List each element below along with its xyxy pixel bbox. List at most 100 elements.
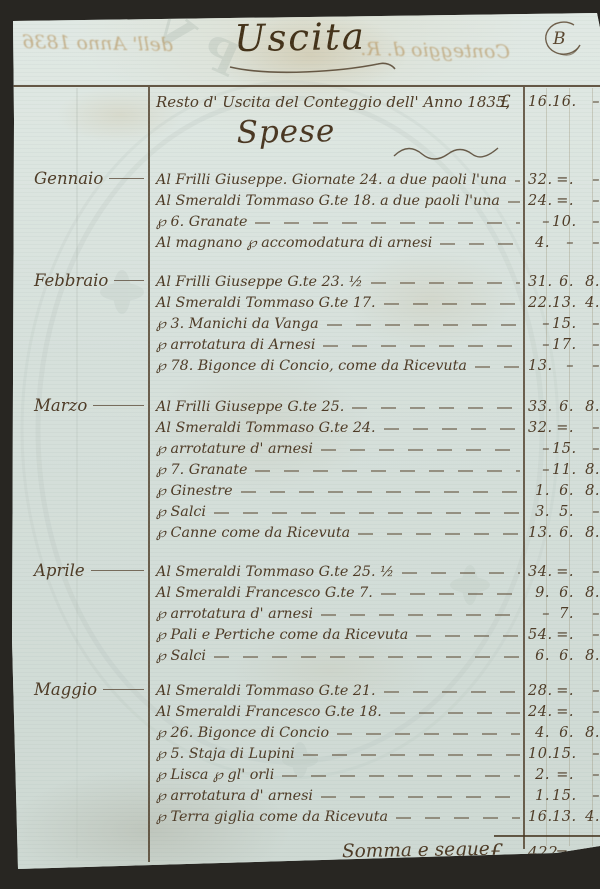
ledger-entry: ℘ 78. Bigonce di Concio, come da Ricevut… xyxy=(156,356,600,377)
amount-denari: – xyxy=(592,358,600,374)
entry-description: Al Smeraldi Tommaso G.te 24. xyxy=(156,420,376,436)
amount-denari: – xyxy=(592,564,600,580)
amount-denari: 8. xyxy=(585,725,600,741)
amount-soldi: 6. xyxy=(559,483,574,499)
entry-description: Al magnano ℘ accomodatura di arnesi xyxy=(156,235,433,251)
amount-lire: 24. xyxy=(528,704,553,720)
amount-denari: – xyxy=(592,843,600,861)
ledger-entry: ℘ 26. Bigonce di Concio 4. 6. 8. xyxy=(156,723,600,744)
amount-soldi: 7. xyxy=(559,606,574,622)
leader-line xyxy=(326,323,520,326)
amount-soldi: =. xyxy=(556,683,574,699)
amount-denari: – xyxy=(592,193,600,209)
amount-lire: 9. xyxy=(535,585,550,601)
month-block: Aprile Al Smeraldi Tommaso G.te 25. ½ 34… xyxy=(34,561,600,667)
amount-denari: – xyxy=(592,316,600,332)
month-entries: Al Frilli Giuseppe. Giornate 24. a due p… xyxy=(156,170,600,254)
page-title: Uscita xyxy=(233,14,367,61)
amount-lire: 1. xyxy=(535,788,550,804)
entry-description: ℘ arrotatura d' arnesi xyxy=(156,788,314,804)
amount-soldi: =. xyxy=(556,564,574,580)
amount-denari: 8. xyxy=(585,483,600,499)
amount-denari: – xyxy=(592,746,600,762)
amount-soldi: 15. xyxy=(552,746,577,762)
amount-denari: 8. xyxy=(585,648,600,664)
leader-line xyxy=(474,365,520,368)
leader-line xyxy=(323,344,520,347)
month-entries: Al Frilli Giuseppe G.te 25. 33. 6. 8. Al… xyxy=(156,397,600,544)
ledger-entry: ℘ Lisca ℘ gl' orli 2. =. – xyxy=(156,765,600,786)
amount-soldi: =. xyxy=(556,704,574,720)
amount-lire: – xyxy=(542,337,550,353)
ledger-entry: Al Smeraldi Tommaso G.te 25. ½ 34. =. – xyxy=(156,562,600,583)
month-label-cell: Aprile xyxy=(34,561,152,580)
month-label-cell: Maggio xyxy=(34,680,152,699)
section-heading: Spese xyxy=(236,113,336,151)
month-dash xyxy=(109,178,144,179)
amount-denari: 4. xyxy=(585,809,600,825)
amount-soldi: 6. xyxy=(559,585,574,601)
entry-description: Al Smeraldi Tommaso G.te 25. ½ xyxy=(156,564,394,580)
month-label-cell: Marzo xyxy=(34,396,152,415)
entry-description: Al Smeraldi Tommaso G.te 18. a due paoli… xyxy=(156,193,500,209)
entry-description: Al Frilli Giuseppe G.te 25. xyxy=(156,399,345,415)
amount-denari: – xyxy=(592,441,600,457)
ledger-entry: Al Smeraldi Francesco G.te 7. 9. 6. 8. xyxy=(156,583,600,604)
leader-line xyxy=(514,179,520,182)
month-dash xyxy=(103,689,144,690)
leader-line xyxy=(416,634,520,637)
amount-soldi: =. xyxy=(556,172,574,188)
month-dash xyxy=(90,570,144,571)
footer-label: Somma e segue xyxy=(341,838,490,863)
leader-line xyxy=(507,200,520,203)
ruled-line-denari xyxy=(569,88,570,846)
leader-line xyxy=(383,690,520,693)
ruled-line-soldi xyxy=(546,88,547,846)
entry-description: ℘ Canne come da Ricevuta xyxy=(156,525,351,541)
amount-lire: – xyxy=(542,606,550,622)
amount-lire: 28. xyxy=(528,683,553,699)
leader-line xyxy=(240,490,520,493)
month-block: Marzo Al Frilli Giuseppe G.te 25. 33. 6.… xyxy=(34,396,600,544)
amount-lire: 1. xyxy=(535,483,550,499)
amount-soldi: 6. xyxy=(559,274,574,290)
month-entries: Al Smeraldi Tommaso G.te 21. 28. =. – Al… xyxy=(156,681,600,828)
amount-soldi: 6. xyxy=(559,399,574,415)
amount-soldi: =. xyxy=(556,627,574,643)
amount-denari: 8. xyxy=(585,399,600,415)
month-block: Febbraio Al Frilli Giuseppe G.te 23. ½ 3… xyxy=(34,271,600,377)
leader-line xyxy=(401,571,520,574)
amount-denari: – xyxy=(592,788,600,804)
month-entries: Al Frilli Giuseppe G.te 23. ½ 31. 6. 8. … xyxy=(156,272,600,377)
entry-description: ℘ Salci xyxy=(156,648,206,664)
entry-description: ℘ 6. Granate xyxy=(156,214,248,230)
amount-denari: – xyxy=(592,704,600,720)
amount-denari: 4. xyxy=(585,295,600,311)
ledger-entry: ℘ arrotatura d' arnesi 1. 15. – xyxy=(156,786,600,807)
leader-line xyxy=(213,511,520,514)
ledger-entry: ℘ 3. Manichi da Vanga – 15. – xyxy=(156,314,600,335)
month-label-cell: Febbraio xyxy=(34,271,152,290)
amount-soldi: 15. xyxy=(552,441,577,457)
entry-description: Al Smeraldi Francesco G.te 18. xyxy=(156,704,382,720)
paper-crease xyxy=(76,88,78,858)
month-block: Maggio Al Smeraldi Tommaso G.te 21. 28. … xyxy=(34,680,600,828)
entry-description: ℘ 3. Manichi da Vanga xyxy=(156,316,319,332)
entry-description: ℘ arrotatura d' arnesi xyxy=(156,606,314,622)
amount-soldi: 10. xyxy=(552,214,577,230)
lira-sign: £ xyxy=(490,840,504,864)
amount-lire: – xyxy=(542,316,550,332)
month-label: Marzo xyxy=(34,396,88,415)
lira-sign: £ xyxy=(500,92,511,112)
month-block: Gennaio Al Frilli Giuseppe. Giornate 24.… xyxy=(34,169,600,254)
amount-soldi: 13. xyxy=(552,295,577,311)
amount-soldi: 6. xyxy=(559,525,574,541)
opening-description: Resto d' Uscita del Conteggio dell' Anno… xyxy=(156,93,511,111)
leader-line xyxy=(440,242,520,245)
amount-lire: – xyxy=(542,214,550,230)
amount-denari: – xyxy=(592,504,600,520)
ledger-entry: ℘ Ginestre 1. 6. 8. xyxy=(156,481,600,502)
amount-lire: 54. xyxy=(528,627,553,643)
leader-line xyxy=(352,406,520,409)
